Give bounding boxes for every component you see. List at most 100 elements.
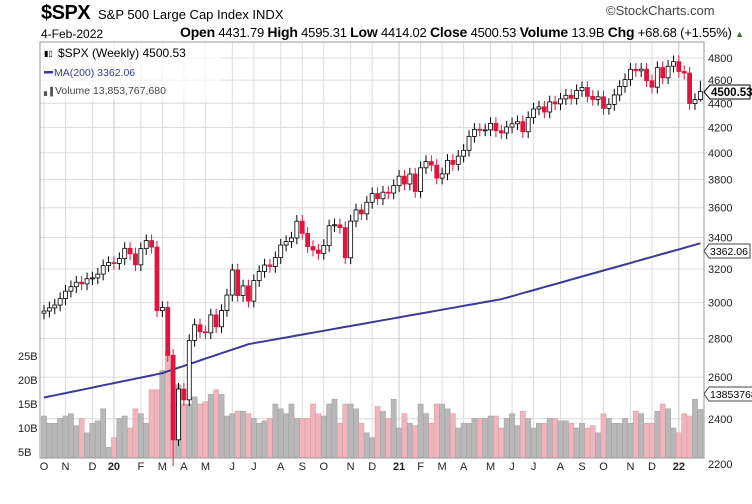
volume-bar <box>347 403 354 459</box>
candle-body <box>197 324 203 333</box>
candle-body <box>445 159 450 175</box>
month-tick-label: O <box>599 461 608 473</box>
candle-body <box>289 237 294 243</box>
candle-body <box>52 304 58 309</box>
legend: ▮▯ $SPX (Weekly) 4500.53 MA(200) 3362.06… <box>41 43 221 101</box>
candle-body <box>90 277 95 280</box>
volume-bar <box>127 427 133 459</box>
ma200-line <box>43 242 701 399</box>
candle-body <box>498 130 504 134</box>
candle-body <box>477 128 483 131</box>
volume-bar <box>197 403 203 459</box>
price-tick-label: 2600 <box>708 372 732 384</box>
chg-label: Chg <box>607 24 635 40</box>
candle-body <box>488 123 493 131</box>
month-tick-label: D <box>368 461 376 473</box>
month-tick-label: N <box>626 461 634 473</box>
high-value: 4595.31 <box>301 25 347 40</box>
candle-body <box>181 388 187 401</box>
price-tick-label: 4800 <box>708 53 732 65</box>
candle-body <box>176 388 181 441</box>
candle-body <box>504 126 510 134</box>
volume-bar <box>552 418 558 459</box>
volume-bar <box>563 420 569 459</box>
open-label: Open <box>180 24 215 40</box>
candle-body <box>418 167 424 192</box>
volume-bar <box>568 422 575 459</box>
volume-bar <box>530 427 537 459</box>
candle-body <box>617 86 623 96</box>
candle-body <box>235 269 241 296</box>
price-tick-label: 3000 <box>708 298 732 310</box>
ma-legend-icon <box>44 71 53 74</box>
candle-body <box>601 96 606 109</box>
candle-body <box>294 220 300 239</box>
candle-body <box>251 280 257 302</box>
candle-body <box>73 281 79 288</box>
candle-body <box>353 209 359 222</box>
month-tick-label: N <box>62 461 70 473</box>
volume-bar <box>444 408 451 459</box>
volume-bar <box>234 410 241 459</box>
volume-bar <box>589 425 596 459</box>
candle-body <box>224 294 230 311</box>
candle-body <box>278 244 284 259</box>
candle-body <box>219 310 224 328</box>
price-tick-label: 4400 <box>708 98 732 110</box>
candle-body <box>192 324 198 341</box>
candle-body <box>57 298 63 306</box>
candle-body <box>213 314 219 328</box>
price-tick-label: 4200 <box>708 123 732 135</box>
month-tick-label: F <box>417 461 424 473</box>
candle-body <box>348 220 354 259</box>
month-tick-label: A <box>557 461 565 473</box>
symbol-title: $SPX <box>41 2 91 24</box>
candle-body <box>461 149 467 157</box>
month-tick-label: J <box>251 461 257 473</box>
candle-body <box>482 129 488 132</box>
volume-bar <box>536 422 542 459</box>
candle-body <box>434 164 440 179</box>
volume-bar <box>514 425 521 459</box>
candle-body <box>385 191 391 194</box>
candle-body <box>671 61 676 67</box>
volume-bar <box>331 398 338 459</box>
candle-body <box>606 103 612 109</box>
candle-body <box>127 247 133 255</box>
candle-body <box>208 314 214 334</box>
price-tick-label: 4600 <box>708 75 732 87</box>
candle-body <box>154 246 160 312</box>
candle-body <box>202 331 208 334</box>
month-tick-label: D <box>88 461 96 473</box>
volume-label: Volume <box>519 24 569 40</box>
volume-bar <box>304 418 311 459</box>
candle-body <box>229 269 235 296</box>
plot-frame <box>39 41 705 459</box>
month-tick-label: M <box>486 461 495 473</box>
month-tick-label: S <box>299 461 306 473</box>
volume-bar <box>164 350 171 459</box>
volume-bar <box>148 389 155 459</box>
candle-body <box>439 173 445 179</box>
candle-body <box>359 209 364 215</box>
candle-body <box>450 159 456 165</box>
volume-bar <box>471 418 478 459</box>
candle-body <box>536 106 542 110</box>
volume-bar <box>374 406 381 459</box>
index-name: S&P 500 Large Cap Index INDX <box>98 7 284 22</box>
candle-body <box>584 87 590 97</box>
candle-body <box>63 290 68 300</box>
candle-body <box>332 224 337 227</box>
volume-bar <box>154 389 160 459</box>
volume-bar <box>466 422 472 459</box>
brand-watermark[interactable]: ©StockCharts.com <box>606 3 715 18</box>
volume-bar <box>267 418 273 459</box>
candle-body <box>310 246 316 251</box>
month-tick-label: M <box>158 461 167 473</box>
volume-bar <box>213 389 220 459</box>
volume-bar <box>482 418 489 459</box>
volume-bar <box>406 422 413 459</box>
volume-bar <box>622 418 628 459</box>
volume-bar <box>412 425 419 459</box>
